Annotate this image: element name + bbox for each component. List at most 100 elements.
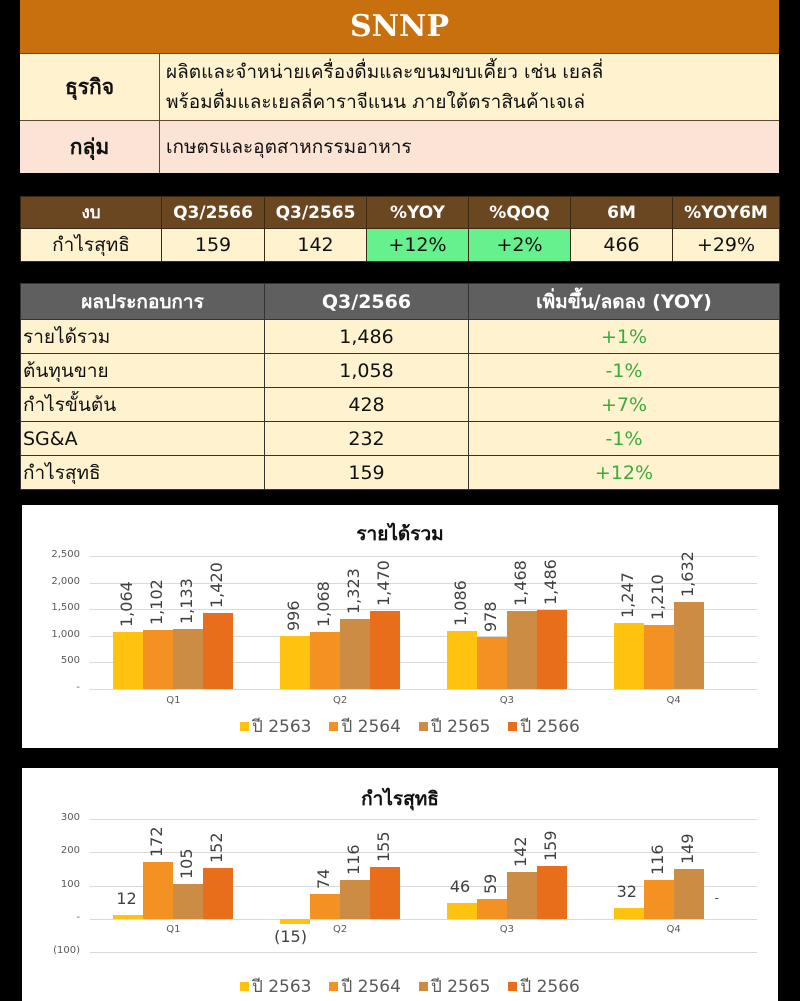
chart-legend: ปี 2563 ปี 2564 ปี 2565 ปี 2566 — [240, 713, 580, 740]
data-label: 1,064 — [117, 581, 137, 628]
legend-label: ปี 2566 — [520, 977, 580, 997]
x-tick-label: Q3 — [499, 924, 514, 935]
operating-table: ผลประกอบการ Q3/2566 เพิ่มขึ้น/ลดลง (YOY)… — [20, 283, 780, 490]
bar — [203, 613, 234, 689]
row-label: รายได้รวม — [20, 319, 265, 354]
bar — [446, 903, 477, 919]
group-value: เกษตรและอุตสาหกรรมอาหาร — [166, 136, 412, 158]
legend-swatch-icon — [240, 722, 249, 731]
operating-header: เพิ่มขึ้น/ลดลง (YOY) — [468, 283, 780, 320]
y-tick-label: 100 — [60, 879, 80, 890]
data-label: 152 — [207, 832, 227, 864]
y-tick-label: - — [76, 682, 80, 693]
bar — [643, 624, 674, 689]
data-label: 46 — [449, 877, 471, 897]
summary-header: Q3/2565 — [264, 196, 367, 229]
data-label: 1,420 — [207, 562, 227, 609]
legend-label: ปี 2563 — [252, 977, 312, 997]
table-row: กำไรขั้นต้น 428 +7% — [20, 387, 780, 422]
legend-item: ปี 2565 — [418, 713, 490, 740]
y-tick-label: - — [76, 912, 80, 923]
summary-header: %YOY6M — [672, 196, 780, 229]
data-label: 155 — [374, 831, 394, 863]
bar — [370, 867, 401, 919]
y-tick-label: 2,500 — [51, 549, 80, 560]
data-label: 32 — [616, 882, 637, 902]
summary-cell-qoq: +2% — [468, 228, 571, 262]
legend-swatch-icon — [329, 722, 339, 731]
y-tick-label: (100) — [53, 945, 80, 956]
table-row: รายได้รวม 1,486 +1% — [20, 319, 780, 354]
gridline — [90, 636, 757, 637]
y-tick-label: 1,500 — [51, 602, 80, 613]
bar — [613, 908, 644, 919]
legend-swatch-icon — [508, 722, 518, 731]
legend-swatch-icon — [418, 722, 428, 731]
row-change: -1% — [468, 353, 780, 388]
data-label: 1,102 — [147, 579, 167, 626]
row-label: กำไรสุทธิ — [20, 455, 265, 490]
legend-label: ปี 2564 — [341, 977, 401, 997]
row-change: +12% — [468, 455, 780, 490]
x-tick-label: Q2 — [333, 695, 348, 706]
legend-item: ปี 2566 — [508, 973, 580, 1000]
business-label: ธุรกิจ — [20, 54, 160, 120]
data-label: 1,486 — [540, 559, 560, 605]
ticker-title: SNNP — [20, 0, 779, 53]
bar — [173, 628, 204, 689]
x-tick-label: Q1 — [166, 695, 181, 706]
gridline — [90, 886, 757, 887]
summary-header: %YOY — [366, 196, 469, 229]
data-label: 59 — [480, 873, 500, 895]
gridline — [90, 583, 757, 584]
legend-swatch-icon — [329, 982, 339, 991]
legend-label: ปี 2565 — [430, 977, 491, 997]
gridline — [90, 952, 757, 953]
bar — [280, 636, 311, 689]
data-label: 1,247 — [617, 571, 637, 618]
chart-title: รายได้รวม — [356, 523, 444, 545]
bar — [643, 880, 674, 919]
legend-label: ปี 2563 — [252, 717, 312, 737]
bar — [613, 622, 644, 689]
summary-cell: +29% — [672, 228, 780, 262]
row-label: ต้นทุนขาย — [20, 353, 265, 388]
data-label: (15) — [274, 926, 307, 946]
bar — [340, 880, 371, 919]
legend-swatch-icon — [418, 982, 428, 991]
summary-header: Q3/2566 — [161, 196, 265, 229]
summary-header: %QOQ — [468, 196, 571, 229]
summary-header: งบ — [20, 196, 162, 229]
summary-cell: กำไรสุทธิ — [20, 228, 162, 262]
group-label: กลุ่ม — [20, 121, 160, 173]
bar — [506, 610, 537, 689]
data-label: 105 — [177, 848, 197, 879]
business-description: ผลิตและจำหน่ายเครื่องดื่มและขนมขบเคี้ยว … — [160, 54, 779, 120]
data-label: 12 — [116, 888, 137, 908]
bar — [506, 871, 537, 919]
legend-label: ปี 2564 — [341, 717, 401, 737]
row-value: 1,058 — [264, 353, 469, 388]
legend-item: ปี 2563 — [240, 973, 311, 1000]
chart-legend: ปี 2563 ปี 2564 ปี 2565 ปี 2566 — [240, 973, 580, 1000]
table-row: SG&A 232 -1% — [20, 421, 780, 456]
bar — [143, 630, 174, 689]
data-label: 116 — [647, 844, 667, 876]
legend-item: ปี 2563 — [240, 713, 311, 740]
data-label: 74 — [314, 868, 334, 890]
bar — [310, 894, 341, 919]
data-label: 1,133 — [177, 577, 197, 624]
row-change: +1% — [468, 319, 780, 354]
summary-cell: 466 — [570, 228, 673, 262]
row-label: SG&A — [20, 421, 265, 456]
business-line-1: ผลิตและจำหน่ายเครื่องดื่มและขนมขบเคี้ยว … — [166, 61, 604, 83]
data-label: 1,086 — [450, 580, 470, 627]
summary-cell-yoy: +12% — [366, 228, 469, 262]
gridline — [90, 852, 757, 853]
bar — [673, 602, 704, 689]
data-label: 978 — [480, 601, 500, 632]
bar — [113, 914, 144, 919]
revenue-chart: รายได้รวม 2,500 2,000 1,500 1,000 500 - Q1 1,06… — [22, 505, 778, 748]
gridline — [90, 609, 757, 610]
bar — [536, 865, 567, 919]
